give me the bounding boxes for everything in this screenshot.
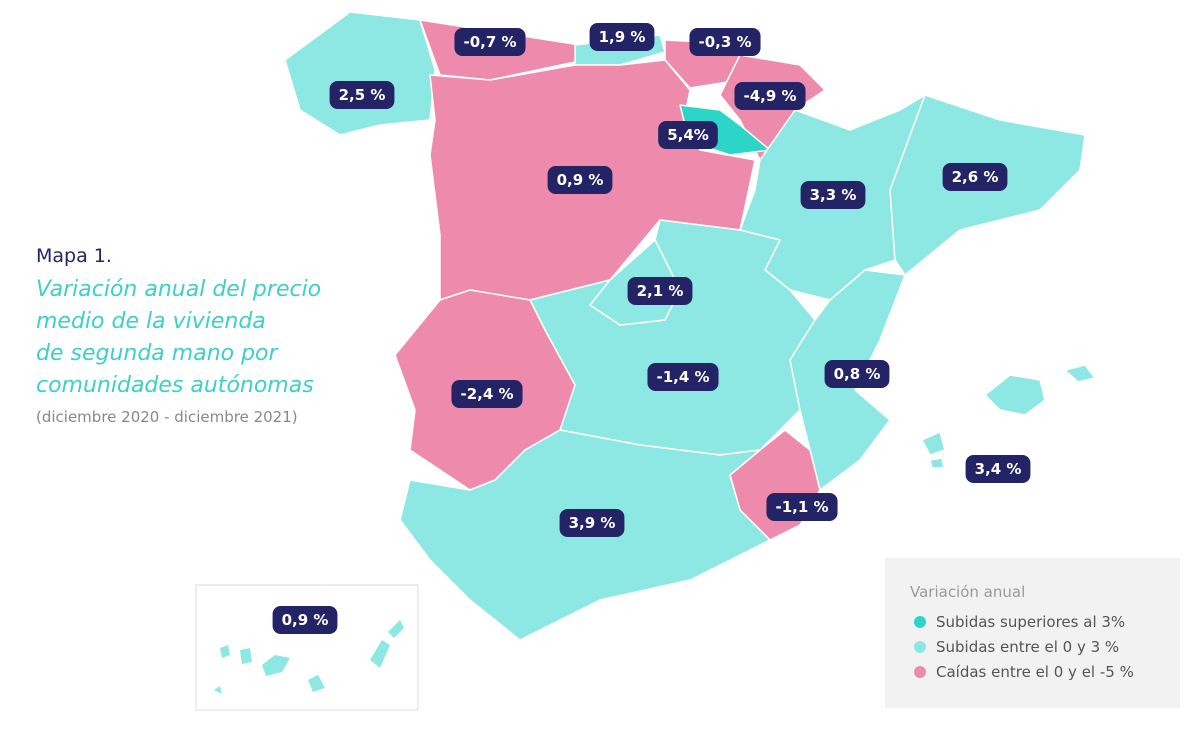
legend-item: Subidas superiores al 3% [936,613,1125,631]
region-label: 0,9 % [547,166,613,194]
label-badge [942,163,1008,191]
region-value: -0,7 % [463,33,516,51]
region-value: 3,4 % [975,460,1022,478]
label-badge [734,82,806,110]
region-label: 5,4% [658,121,718,149]
region-label: 0,9 % [272,606,338,634]
region-label: -0,7 % [454,28,526,56]
label-badge [689,28,761,56]
region-value: 5,4% [667,126,709,144]
label-badge [824,360,890,388]
region-label: 0,8 % [824,360,890,388]
region-label: 3,4 % [965,455,1031,483]
region-value: 2,1 % [637,282,684,300]
region-label: -1,4 % [647,363,719,391]
legend: Variación anual Subidas superiores al 3%… [885,558,1180,708]
region-value: -1,4 % [656,368,709,386]
label-badge [589,23,655,51]
region-label: 2,6 % [942,163,1008,191]
label-badge [658,121,718,149]
region-label: -1,1 % [766,493,838,521]
region-value: 3,9 % [569,514,616,532]
region-value: 2,5 % [339,86,386,104]
label-badge [766,493,838,521]
label-badge [329,81,395,109]
canarias [214,620,404,694]
title-line: medio de la vivienda [36,309,266,334]
label-badge [272,606,338,634]
title-line: de segunda mano por [36,341,280,366]
region-label: 3,3 % [800,181,866,209]
region-label: 2,5 % [329,81,395,109]
region-value: 0,8 % [834,365,881,383]
region-value: -4,9 % [743,87,796,105]
region-labels: -0,7 % 1,9 % -0,3 % 2,5 % -4,9 % 5,4% 0,9 % 3,3… [272,23,1031,634]
label-badge [451,380,523,408]
title-line: Variación anual del precio [36,277,321,302]
region-value: 0,9 % [557,171,604,189]
island [984,374,1046,416]
legend-item: Caídas entre el 0 y el -5 % [936,663,1134,681]
region [284,11,436,136]
island [921,431,946,456]
label-badge [965,455,1031,483]
label-badge [454,28,526,56]
legend-swatch [914,666,926,678]
heading: Mapa 1. Variación anual del precio medio… [36,245,321,426]
region-value: -1,1 % [775,498,828,516]
region-value: -0,3 % [698,33,751,51]
legend-item: Subidas entre el 0 y 3 % [936,638,1119,656]
region-label: 2,1 % [627,277,693,305]
legend-swatch [914,616,926,628]
region-value: 2,6 % [952,168,999,186]
legend-title: Variación anual [910,583,1025,601]
region-label: 1,9 % [589,23,655,51]
region-value: 1,9 % [599,28,646,46]
region-value: 3,3 % [810,186,857,204]
region-value: 0,9 % [282,611,329,629]
label-badge [559,509,625,537]
label-badge [627,277,693,305]
island [929,457,945,469]
map-label: Mapa 1. [36,245,112,267]
region-label: 3,9 % [559,509,625,537]
label-badge [547,166,613,194]
label-badge [800,181,866,209]
island [1064,364,1096,383]
regions [284,11,1096,641]
canarias-box [195,584,419,711]
label-badge [647,363,719,391]
subtitle: (diciembre 2020 - diciembre 2021) [36,408,298,426]
region-label: -2,4 % [451,380,523,408]
region-label: -4,9 % [734,82,806,110]
title-line: comunidades autónomas [36,373,314,398]
region-value: -2,4 % [460,385,513,403]
legend-swatch [914,641,926,653]
legend-box [885,558,1180,708]
region-label: -0,3 % [689,28,761,56]
